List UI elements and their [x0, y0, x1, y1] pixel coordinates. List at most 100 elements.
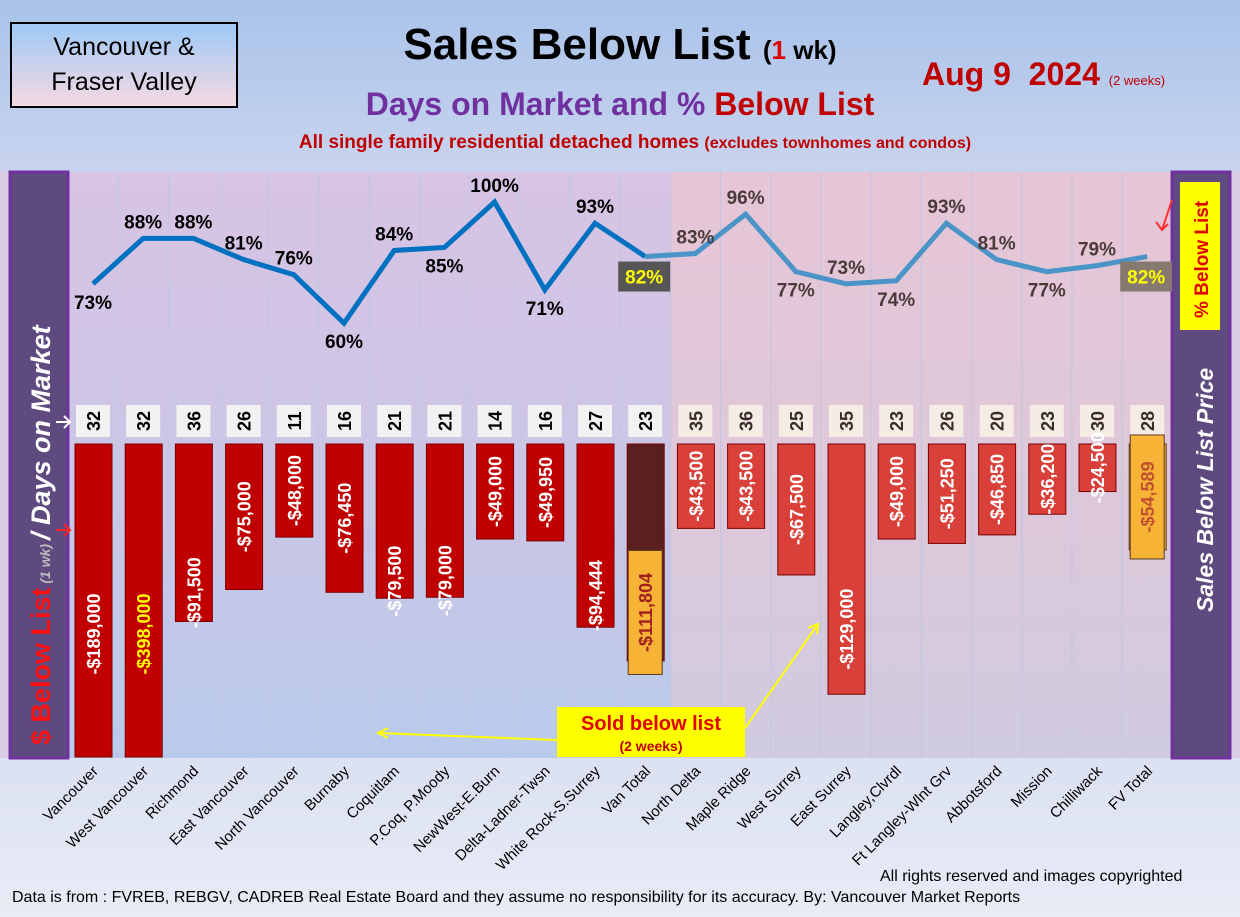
total-label-box: [1129, 434, 1165, 560]
percent-label: 60%: [325, 332, 363, 353]
days-label: 27: [586, 411, 606, 431]
date-note: (2 weeks): [1108, 73, 1166, 88]
bar-value-label: -$111,804: [636, 573, 656, 652]
percent-label: 74%: [877, 290, 915, 311]
dollar-arrow-icon: [56, 523, 72, 537]
bar: [1028, 443, 1067, 515]
bar-value-label: -$94,444: [586, 560, 606, 631]
percent-label: 81%: [978, 234, 1016, 255]
bar: [978, 443, 1017, 536]
x-tick-label: FV Total: [1105, 763, 1156, 814]
line-series: 73% 88% 88% 81% 76% 60% 84% 85% 100% 71% 93% 82% 83%…: [74, 176, 1173, 353]
percent-label: 96%: [727, 188, 765, 209]
percent-label: 84%: [375, 224, 413, 245]
legend-arrow-icon: [1155, 199, 1173, 232]
total-percent-box: [618, 261, 671, 292]
date-text: Aug 9 2024: [922, 56, 1109, 92]
annotation-line1: Sold below list: [581, 713, 721, 735]
x-tick-label: Delta-Ladner-Twsn: [452, 763, 554, 865]
bar-value-label: -$76,450: [335, 483, 355, 554]
days-label: 16: [335, 411, 355, 431]
copyright-note: All rights reserved and images copyright…: [880, 868, 1183, 885]
bar: [526, 443, 565, 542]
days-box: [778, 405, 813, 437]
chart-subtitle: Days on Market and % Below List: [290, 86, 950, 123]
line-vancouver: [91, 198, 647, 328]
days-box: [327, 405, 361, 437]
percent-label: 100%: [470, 176, 519, 197]
percent-label: 76%: [275, 249, 313, 270]
days-label: 23: [887, 411, 907, 431]
bar-value-label: -$79,500: [385, 546, 405, 617]
description-note: (excludes townhomes and condos): [704, 135, 972, 152]
right-axis-title: Sales Below List Price: [1192, 368, 1218, 612]
bar: [74, 443, 113, 758]
days-box: [527, 405, 562, 437]
bar-series: 32 -$189,000 32 -$398,000 36 -$91,500 26 -$75,0…: [74, 405, 1167, 758]
bar-value-label: -$48,000: [285, 455, 305, 526]
region-line2: Fraser Valley: [51, 68, 197, 96]
total-label-box: [627, 549, 663, 675]
region-box: Vancouver & Fraser Valley: [10, 22, 238, 108]
bar-value-label: -$398,000: [134, 593, 154, 674]
bar: [476, 443, 515, 540]
bar: [827, 443, 866, 695]
annotation-arrow-right-icon: [744, 622, 820, 729]
bar: [927, 443, 966, 544]
days-label: 20: [988, 411, 1008, 431]
bar-value-label: -$24,500: [1088, 432, 1108, 503]
title-paren: (: [762, 35, 772, 65]
days-label: 21: [435, 411, 455, 431]
bar-value-label: -$49,000: [486, 456, 506, 527]
days-box: [578, 405, 612, 437]
bar-value-label: -$43,500: [737, 451, 757, 522]
bar: [777, 443, 816, 576]
percent-label: 73%: [827, 258, 865, 279]
days-label: 26: [235, 411, 255, 431]
bar: [124, 443, 163, 758]
annotation-line2: (2 weeks): [619, 738, 682, 754]
bar-value-label: -$129,000: [837, 589, 857, 670]
days-box: [477, 405, 512, 437]
days-box: [1080, 405, 1114, 437]
x-tick-label: NewWest-E.Burn: [410, 763, 503, 856]
bar: [375, 443, 414, 599]
x-tick-label: Ft Langley-Wlnt Grv: [849, 762, 956, 869]
days-box: [929, 405, 964, 437]
days-box: [678, 405, 713, 437]
bar-value-label: -$75,000: [235, 481, 255, 552]
bar: [275, 443, 314, 538]
percent-label: 88%: [124, 212, 162, 233]
days-box: [226, 405, 261, 437]
bar-value-label: -$49,000: [887, 456, 907, 527]
title-num: 1: [771, 35, 787, 65]
bar: [576, 443, 615, 628]
days-label: 23: [1038, 411, 1058, 431]
left-axis-part1: $ Below List: [26, 587, 56, 745]
subtitle-part1: Days on Market and %: [365, 86, 715, 122]
percent-label: 77%: [777, 281, 815, 302]
days-label: 16: [536, 411, 556, 431]
days-label: 35: [837, 411, 857, 431]
days-arrow-icon: [56, 415, 72, 429]
subtitle-part2: Below List: [714, 86, 875, 122]
bar-value-label: -$91,500: [184, 557, 204, 628]
days-label: 32: [84, 411, 104, 431]
percent-label: 93%: [927, 197, 965, 218]
bar: [676, 443, 715, 529]
bar: [225, 443, 264, 590]
percent-label: 83%: [676, 228, 714, 249]
x-tick-label: Mission: [1008, 763, 1056, 811]
bar: [877, 443, 916, 540]
days-label: 23: [636, 411, 656, 431]
percent-label: 93%: [576, 197, 614, 218]
bar-value-label: -$49,950: [536, 457, 556, 528]
bar: [425, 443, 464, 598]
days-box: [879, 405, 914, 437]
x-tick-label: Burnaby: [301, 762, 353, 814]
total-percent-box: [1120, 261, 1173, 292]
days-box: [377, 405, 412, 437]
annotation-arrow-left-icon: [375, 727, 558, 741]
